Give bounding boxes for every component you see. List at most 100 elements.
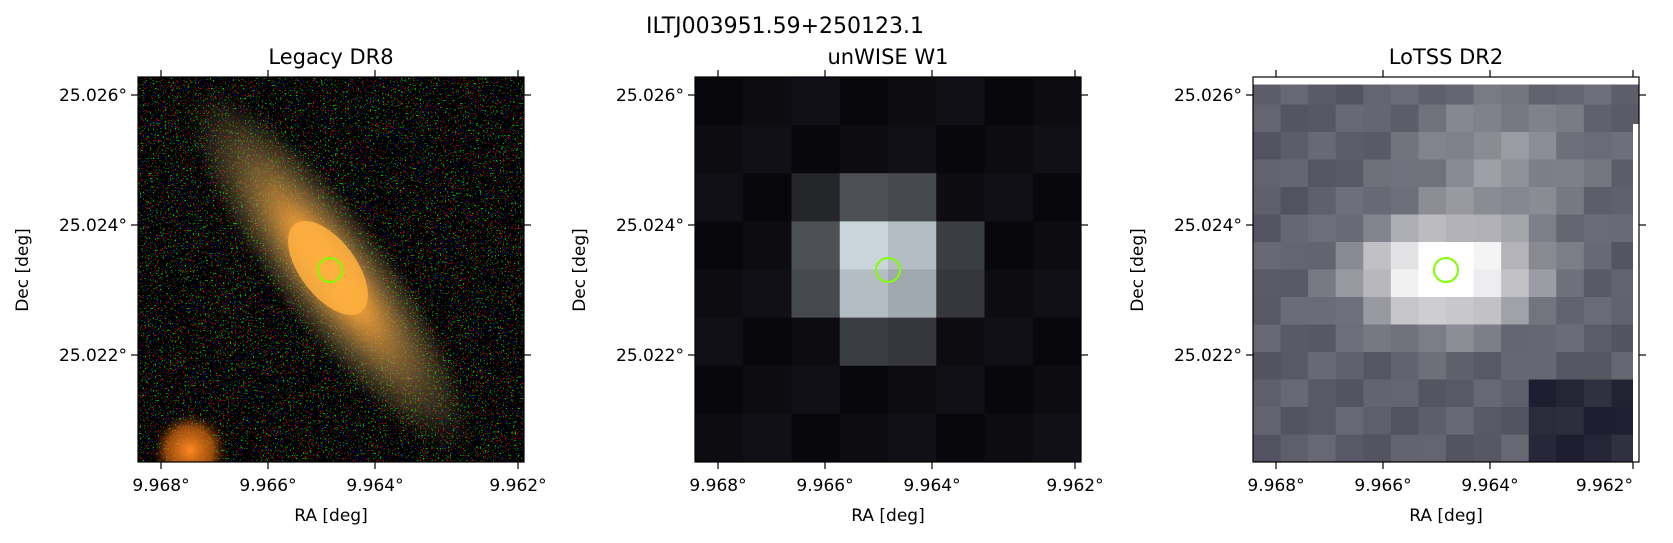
pixel (936, 173, 985, 222)
pixel (1335, 434, 1364, 463)
pixel (1253, 214, 1282, 243)
pixel (1501, 242, 1530, 270)
pixel (839, 125, 889, 174)
pixel (1583, 104, 1612, 133)
x-tick-label: 9.962° (1576, 476, 1633, 496)
pixel (1473, 352, 1502, 380)
x-tick-label: 9.962° (489, 476, 546, 496)
pixel (1390, 324, 1419, 353)
pixel (1501, 104, 1530, 133)
pixel (1032, 365, 1082, 415)
pixel (1556, 242, 1585, 270)
y-tick-label: 25.026° (616, 86, 684, 106)
panel-lotss: LoTSS DR2 9.968° 9.966° 9.964° 9.962° 25… (1128, 45, 1646, 526)
pixel (743, 365, 792, 415)
y-axis-label: Dec [deg] (13, 228, 33, 312)
pixel (984, 77, 1034, 126)
pixel (1253, 242, 1282, 270)
pixel (1390, 159, 1419, 188)
y-tick-label: 25.026° (59, 86, 127, 106)
pixel (1253, 297, 1282, 325)
pixel (1473, 104, 1502, 133)
pixel (1308, 324, 1337, 353)
pixel (839, 317, 889, 367)
pixel (1473, 187, 1502, 215)
pixel (1363, 407, 1392, 435)
pixel (1446, 407, 1475, 435)
pixel (1501, 187, 1530, 215)
pixel (743, 221, 792, 270)
pixel (1032, 77, 1082, 126)
pixel (1528, 104, 1557, 133)
pixel (1473, 214, 1502, 243)
x-axis-label: RA [deg] (851, 506, 924, 526)
pixel (695, 125, 744, 174)
pixel (936, 125, 985, 174)
pixel (695, 77, 744, 126)
pixel (1335, 104, 1364, 133)
pixel (1308, 187, 1337, 215)
pixel (1556, 297, 1585, 325)
pixel (791, 269, 841, 319)
pixel (936, 365, 985, 415)
pixel (1583, 434, 1612, 463)
pixel (1280, 132, 1309, 160)
pixel (984, 365, 1034, 415)
x-tick-label: 9.966° (796, 476, 853, 496)
pixel (1335, 214, 1364, 243)
pixel (1556, 434, 1585, 463)
pixel (888, 413, 937, 463)
pixel (1418, 187, 1447, 215)
pixel (1528, 269, 1557, 298)
pixel (1501, 214, 1530, 243)
pixel (1308, 407, 1337, 435)
panel-legacy: Legacy DR8 9.968° 9.966° 9.964° 9.962° 2… (13, 45, 547, 526)
pixel (791, 221, 841, 270)
pixel (1556, 187, 1585, 215)
pixel (1556, 159, 1585, 188)
panel-title: Legacy DR8 (268, 45, 393, 69)
pixel (1501, 324, 1530, 353)
pixel (888, 221, 937, 270)
pixel (888, 317, 937, 367)
pixel (1363, 214, 1392, 243)
pixel (1390, 242, 1419, 270)
pixel (1308, 434, 1337, 463)
pixel (1390, 379, 1419, 408)
pixel (1583, 297, 1612, 325)
pixel (984, 413, 1034, 463)
pixel (1473, 132, 1502, 160)
pixel (1473, 297, 1502, 325)
pixel (839, 221, 889, 270)
pixel (984, 173, 1034, 222)
pixel (1335, 352, 1364, 380)
pixel (1528, 352, 1557, 380)
pixel (1446, 132, 1475, 160)
pixel (1418, 297, 1447, 325)
pixel (1446, 104, 1475, 133)
pixel (1308, 297, 1337, 325)
pixel (1446, 187, 1475, 215)
pixel (1280, 407, 1309, 435)
pixel (1335, 379, 1364, 408)
pixel (1418, 159, 1447, 188)
pixel (1390, 214, 1419, 243)
pixel (1363, 242, 1392, 270)
pixel (791, 413, 841, 463)
pixel (1501, 352, 1530, 380)
pixel (1253, 77, 1640, 85)
pixel (936, 77, 985, 126)
pixel (1253, 159, 1282, 188)
pixel (1556, 104, 1585, 133)
pixel (888, 173, 937, 222)
pixel (1418, 352, 1447, 380)
pixel (1446, 352, 1475, 380)
pixel (1501, 434, 1530, 463)
pixel (1363, 324, 1392, 353)
pixel (1363, 269, 1392, 298)
pixel (791, 125, 841, 174)
pixel (1253, 104, 1282, 133)
figure-title: ILTJ003951.59+250123.1 (646, 14, 924, 39)
pixel (1418, 434, 1447, 463)
